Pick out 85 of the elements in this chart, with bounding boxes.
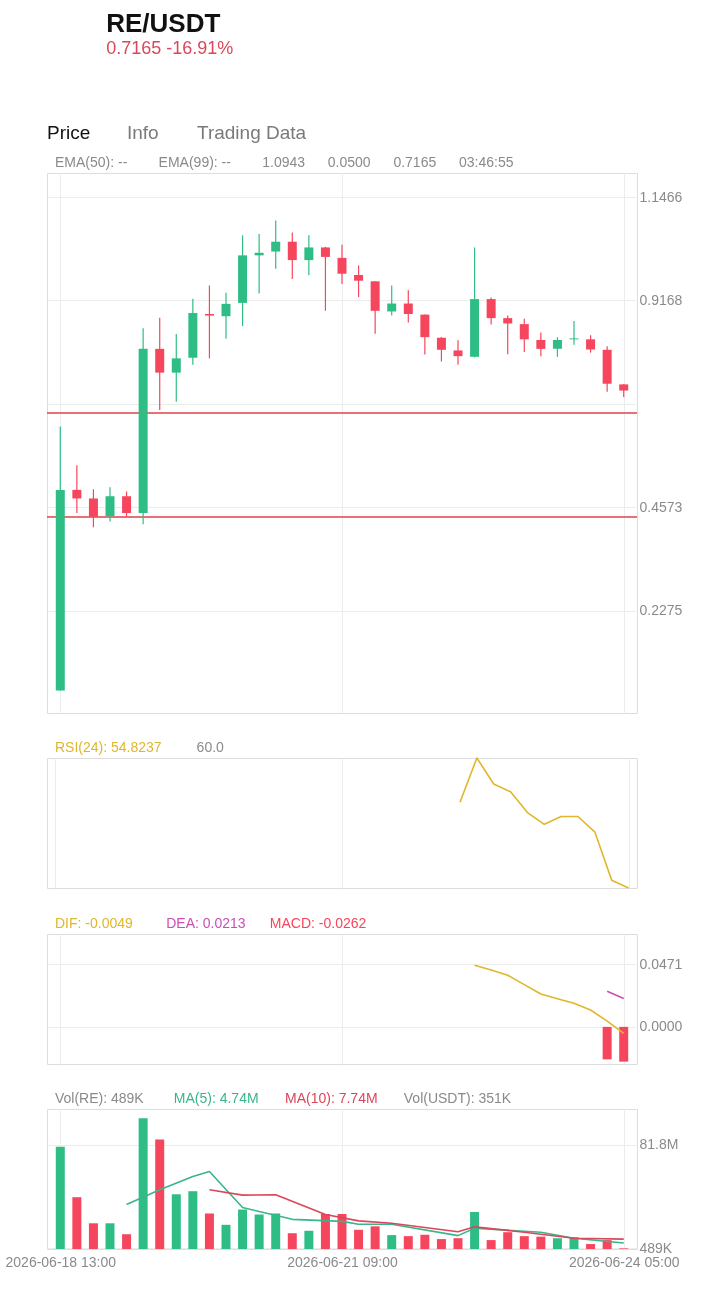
text: Price <box>47 122 91 143</box>
candlestick <box>403 289 413 324</box>
bar <box>387 1235 397 1249</box>
y-tick-label: 1.1466 <box>639 188 683 205</box>
text: 60.0 <box>196 739 225 755</box>
y-tick-label: 0.0471 <box>639 955 683 972</box>
y-tick-label: 81.8M <box>639 1136 679 1153</box>
bar <box>188 1191 198 1249</box>
candlestick <box>536 331 546 357</box>
bar <box>436 1239 446 1249</box>
bar <box>320 1214 330 1249</box>
text: MA(5): 4.74M <box>173 1090 259 1106</box>
candlestick <box>552 336 562 358</box>
chart-title: RE/USDT <box>106 8 221 38</box>
bar <box>420 1234 430 1249</box>
x-tick-label: 2026-06-21 09:00 <box>287 1253 398 1270</box>
bar <box>88 1223 98 1249</box>
bar <box>370 1226 380 1249</box>
y-tick-label: 0.0000 <box>639 1018 683 1035</box>
candlestick <box>503 314 513 355</box>
bar <box>304 1230 314 1249</box>
bar <box>171 1194 181 1249</box>
bar <box>503 1232 513 1249</box>
candlestick <box>453 339 463 366</box>
y-tick-label: 489K <box>639 1239 673 1256</box>
bar <box>155 1139 165 1249</box>
candlestick <box>155 317 165 411</box>
candlestick <box>287 231 297 280</box>
candlestick <box>320 246 330 312</box>
text: 0.0500 <box>327 154 371 170</box>
text: EMA(99): -- <box>158 154 232 170</box>
y-tick-label: 0.2275 <box>639 602 683 619</box>
bar <box>221 1224 231 1249</box>
candlestick <box>122 490 132 518</box>
text: Info <box>127 122 159 143</box>
candlestick <box>271 219 281 270</box>
text: 03:46:55 <box>459 154 514 170</box>
candlestick <box>88 488 98 528</box>
candlestick <box>304 234 314 276</box>
bar <box>287 1233 297 1249</box>
bar <box>105 1223 115 1249</box>
bar <box>72 1197 82 1249</box>
line-series <box>473 964 625 1035</box>
y-tick-label: 0.9168 <box>639 291 683 308</box>
y-tick-label: 0.4573 <box>639 498 683 515</box>
candlestick <box>519 318 529 353</box>
candlestick <box>204 284 214 359</box>
text: RSI(24): 54.8237 <box>55 739 162 755</box>
bar <box>55 1146 65 1249</box>
bar <box>122 1234 132 1249</box>
candlestick <box>436 336 446 363</box>
text: DIF: -0.0049 <box>55 915 134 931</box>
line-series <box>208 1189 625 1240</box>
text: MA(10): 7.74M <box>285 1090 378 1106</box>
series-label: Vol(RE): 489K <box>55 1090 145 1106</box>
candlestick <box>171 333 181 403</box>
bar <box>586 1244 596 1249</box>
bar <box>453 1238 463 1249</box>
bar <box>486 1240 496 1249</box>
candlestick <box>105 486 115 523</box>
text: Trading Data <box>197 122 307 143</box>
text: EMA(50): -- <box>55 154 128 170</box>
candlestick <box>420 314 430 356</box>
bar <box>552 1238 562 1249</box>
text: 0.7165 <box>393 154 437 170</box>
bar <box>519 1236 529 1249</box>
bar <box>204 1213 214 1249</box>
candlestick <box>221 292 231 340</box>
text: DEA: 0.0213 <box>166 915 246 931</box>
text: Vol(USDT): 351K <box>403 1090 512 1106</box>
candlestick <box>486 296 496 326</box>
candlestick <box>569 320 579 346</box>
candlestick <box>337 244 347 285</box>
text: MACD: -0.0262 <box>269 915 367 931</box>
bar <box>536 1236 546 1249</box>
bar <box>403 1236 413 1249</box>
chart-subtitle: 0.7165 -16.91% <box>106 38 234 58</box>
bar <box>354 1229 364 1249</box>
bar <box>337 1214 347 1249</box>
candlestick <box>354 264 364 298</box>
x-tick-label: 2026-06-24 05:00 <box>568 1253 680 1270</box>
x-tick-label: 2026-06-18 13:00 <box>5 1253 117 1270</box>
text: 1.0943 <box>262 154 306 170</box>
bar <box>254 1214 264 1249</box>
candlestick <box>72 464 82 514</box>
